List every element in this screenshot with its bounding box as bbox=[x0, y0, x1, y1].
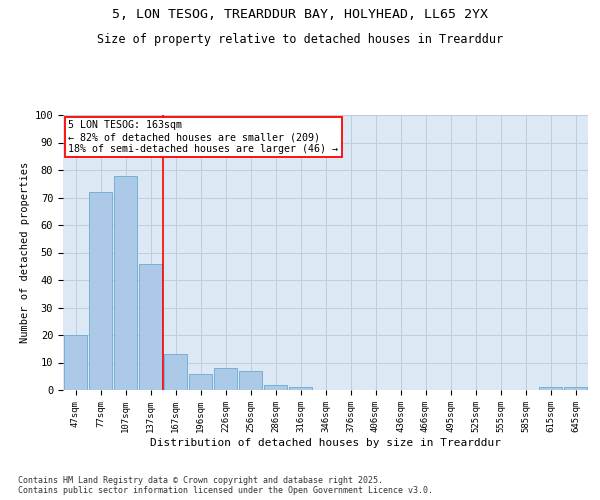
Bar bbox=[89, 192, 112, 390]
X-axis label: Distribution of detached houses by size in Trearddur: Distribution of detached houses by size … bbox=[150, 438, 501, 448]
Bar bbox=[164, 354, 187, 390]
Text: Contains HM Land Registry data © Crown copyright and database right 2025.
Contai: Contains HM Land Registry data © Crown c… bbox=[18, 476, 433, 495]
Bar bbox=[189, 374, 212, 390]
Text: Size of property relative to detached houses in Trearddur: Size of property relative to detached ho… bbox=[97, 32, 503, 46]
Bar bbox=[64, 335, 87, 390]
Bar bbox=[139, 264, 162, 390]
Bar bbox=[564, 387, 587, 390]
Bar bbox=[239, 371, 262, 390]
Y-axis label: Number of detached properties: Number of detached properties bbox=[20, 162, 31, 343]
Bar bbox=[289, 387, 312, 390]
Bar bbox=[114, 176, 137, 390]
Text: 5 LON TESOG: 163sqm
← 82% of detached houses are smaller (209)
18% of semi-detac: 5 LON TESOG: 163sqm ← 82% of detached ho… bbox=[68, 120, 338, 154]
Bar bbox=[539, 387, 562, 390]
Text: 5, LON TESOG, TREARDDUR BAY, HOLYHEAD, LL65 2YX: 5, LON TESOG, TREARDDUR BAY, HOLYHEAD, L… bbox=[112, 8, 488, 20]
Bar bbox=[214, 368, 237, 390]
Bar bbox=[264, 384, 287, 390]
